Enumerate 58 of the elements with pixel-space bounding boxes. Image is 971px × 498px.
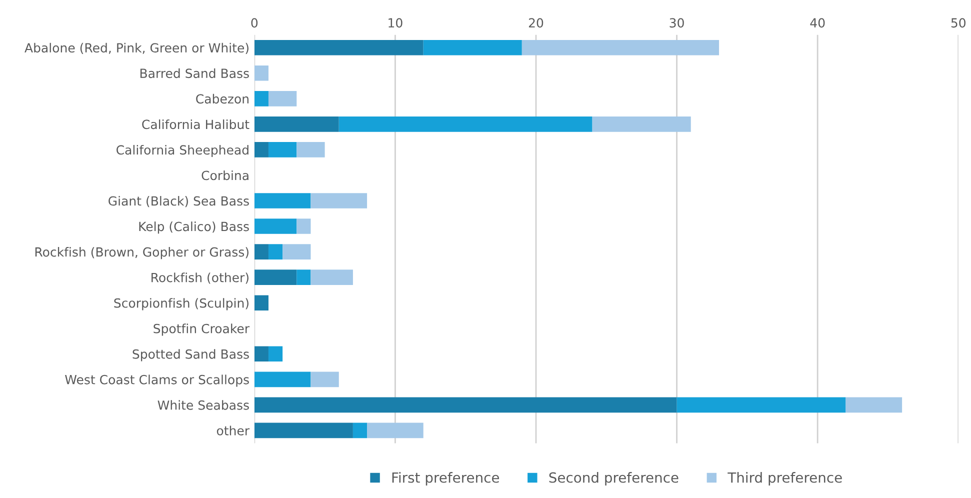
x-tick-label: 40 [810,18,825,28]
x-tick-label: 20 [528,18,544,28]
bar [296,218,311,234]
bar [254,65,268,81]
y-tick-label: White Seabass [158,400,249,410]
y-tick-label: Corbina [202,170,248,180]
y-tick-label: Spotted Sand Bass [132,349,249,362]
y-tick-label: Giant (Black) Sea Bass [108,196,249,208]
bar [423,40,522,56]
bar [254,218,297,234]
x-tick-label: 0 [251,18,258,28]
bar [846,397,902,413]
bar [268,142,297,158]
bar [352,422,368,438]
x-tick-label: 50 [951,18,966,28]
bar [254,193,311,208]
y-tick-label: California Halibut [142,119,250,130]
y-tick-label: Abalone (Red, Pink, Green or White) [24,42,248,54]
legend-label: Third preference [728,472,842,486]
bar [338,116,592,132]
bar [254,397,677,413]
bar [676,397,846,413]
y-tick-label: Spotfin Croaker [154,324,250,336]
bar [268,91,297,106]
x-tick-label: 10 [388,18,402,28]
bar [268,346,283,362]
bar [254,244,268,260]
bar [268,244,283,260]
y-tick-label: California Sheephead [116,144,248,158]
y-tick-label: Cabezon [196,94,248,104]
bar [296,270,311,285]
y-tick-label: Rockfish (Brown, Gopher or Grass) [35,247,248,260]
bar [310,372,339,388]
y-tick-label: Scorpionfish (Sculpin) [114,298,248,310]
bar [254,116,339,132]
bar [254,346,268,362]
y-tick-label: Kelp (Calico) Bass [139,222,249,234]
bar [254,142,268,158]
bar [254,372,311,388]
x-tick-label: 30 [670,18,684,28]
legend-label: Second preference [549,472,678,486]
y-tick-label: Barred Sand Bass [140,68,249,78]
bar [254,91,268,106]
bar [522,40,720,56]
y-tick-label: other [216,426,250,436]
bar [367,422,424,438]
y-tick-label: West Coast Clams or Scallops [65,374,249,387]
bar [254,422,353,438]
bar [254,270,297,285]
bar [310,193,368,208]
bar [296,142,325,158]
y-tick-label: Rockfish (other) [152,272,248,284]
bar [254,295,268,311]
legend-label: First preference [392,472,500,486]
bar [254,40,424,56]
bar [310,270,353,285]
bar [592,116,691,132]
bar [282,244,311,260]
